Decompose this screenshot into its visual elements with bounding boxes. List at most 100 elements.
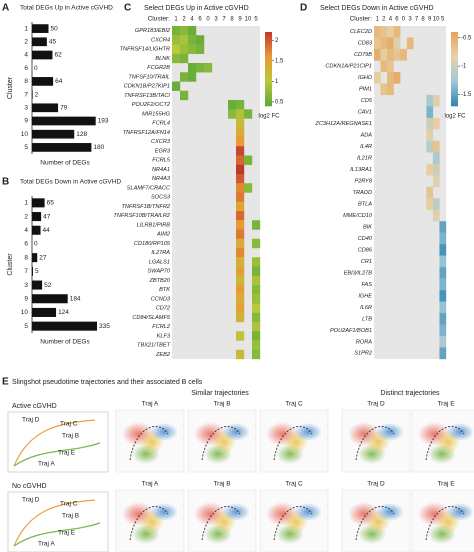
row-label: TNFRSF14/LIGHTR: [120, 47, 170, 53]
row-label: LILRB1/PIRB: [137, 222, 171, 228]
heatmap-cell: [236, 331, 245, 341]
y-tick-label: 10: [21, 131, 29, 138]
trajectory-curve: [129, 426, 169, 461]
column-label: 0: [206, 17, 210, 23]
heatmap-cell: [180, 44, 189, 54]
row-label: KLF3: [157, 333, 171, 339]
value-label: 47: [43, 213, 51, 220]
bar: [32, 116, 96, 126]
colorbar-segment: [265, 46, 272, 49]
heatmap-cell: [252, 331, 261, 341]
column-label: 1: [174, 17, 178, 23]
y-tick-label: 8: [24, 254, 28, 261]
row-label: POU2F2/OCT2: [132, 102, 171, 108]
row-label: BLNK: [155, 56, 170, 62]
heatmap-cell: [387, 60, 394, 73]
colorbar-segment: [265, 83, 272, 86]
colorbar-segment: [265, 85, 272, 88]
heatmap-cell: [196, 35, 205, 45]
colorbar-tick-label: 1: [275, 79, 279, 85]
y-tick-label: 8: [24, 78, 28, 85]
column-label: 10: [245, 17, 252, 23]
colorbar-tick-label: -0.5: [461, 35, 472, 41]
column-label: 3: [214, 17, 218, 23]
row-label: S1PR2: [354, 351, 373, 357]
heatmap-cell: [244, 183, 253, 193]
row-label: IL21R: [357, 156, 372, 162]
heatmap-cell: [180, 26, 189, 36]
row-label: CXCR4: [151, 37, 170, 43]
heatmap-cell: [252, 303, 261, 313]
schematic-trajectory: [13, 522, 101, 547]
heatmap-cell: [196, 44, 205, 54]
y-tick-label: 7: [24, 268, 28, 275]
column-label: 3: [408, 17, 412, 23]
panel-letter: B: [2, 177, 9, 188]
heatmap-cell: [393, 37, 401, 50]
heatmap-cell: [432, 209, 440, 222]
heatmap-cell: [196, 63, 205, 73]
schematic-label: Traj A: [38, 541, 55, 548]
colorbar-tick-label: 2: [275, 38, 279, 44]
heatmap-cell: [439, 313, 447, 325]
schematic-label: Traj E: [58, 530, 76, 537]
column-label: 8: [421, 17, 425, 23]
heatmap-cell: [252, 266, 261, 276]
schematic-trajectory: [13, 499, 96, 547]
heatmap-cell: [236, 118, 245, 128]
row-label: P2RY8: [354, 179, 372, 185]
colorbar-segment: [451, 98, 458, 101]
heatmap-cell: [380, 60, 388, 73]
colorbar-tick-label: 1.5: [275, 58, 284, 64]
heatmap-cell: [387, 83, 394, 96]
colorbar-segment: [451, 87, 458, 90]
image-label: Traj A: [142, 481, 159, 488]
bar: [32, 77, 54, 86]
colorbar-segment: [265, 87, 272, 90]
row-label: ZEB2: [155, 352, 171, 358]
heatmap-cell: [432, 140, 440, 153]
y-tick-label: 6: [24, 241, 28, 248]
cell-cloud: [222, 423, 250, 441]
row-label: CDKN1B/P27KIP1: [124, 84, 170, 90]
colorbar-segment: [265, 41, 272, 44]
bar: [32, 212, 42, 222]
heatmap-cell: [236, 266, 245, 276]
row-label: CD40: [358, 236, 373, 242]
y-tick-label: 7: [24, 91, 28, 98]
cell-cloud: [376, 423, 404, 441]
heatmap-cell: [374, 48, 381, 61]
y-axis-label: Cluster: [7, 253, 14, 276]
cell-cloud: [150, 503, 178, 521]
y-tick-label: 2: [24, 213, 28, 220]
bar: [32, 129, 75, 139]
column-label: 9: [238, 17, 242, 23]
colorbar-segment: [451, 74, 458, 77]
colorbar-segment: [451, 50, 458, 53]
row-label: TNFRSF10B/TRAILR2: [113, 213, 170, 219]
image-label: Traj D: [367, 401, 385, 408]
heatmap-cell: [432, 198, 440, 210]
colorbar-segment: [265, 48, 272, 51]
colorbar-segment: [265, 39, 272, 42]
row-label: FCRL4: [152, 121, 170, 127]
colorbar-segment: [265, 94, 272, 98]
heatmap-cell: [236, 257, 245, 267]
heatmap-cell: [439, 336, 447, 348]
row-label: FCGR2B: [147, 65, 170, 71]
y-tick-label: 9: [24, 118, 28, 125]
heatmap-cell: [252, 349, 261, 360]
colorbar-segment: [265, 54, 272, 57]
value-label: 193: [98, 118, 109, 125]
trajectory-curve: [425, 426, 465, 461]
colorbar-segment: [451, 37, 458, 40]
heatmap-cell: [374, 71, 381, 84]
heatmap-cell: [432, 163, 440, 176]
column-label: 10: [433, 17, 440, 23]
row-label: FAS: [362, 282, 373, 288]
y-axis-label: Cluster: [7, 76, 14, 99]
colorbar-label: log2 FC: [258, 114, 280, 120]
value-label: 335: [99, 323, 110, 330]
colorbar-segment: [451, 70, 458, 73]
colorbar-segment: [451, 78, 458, 81]
